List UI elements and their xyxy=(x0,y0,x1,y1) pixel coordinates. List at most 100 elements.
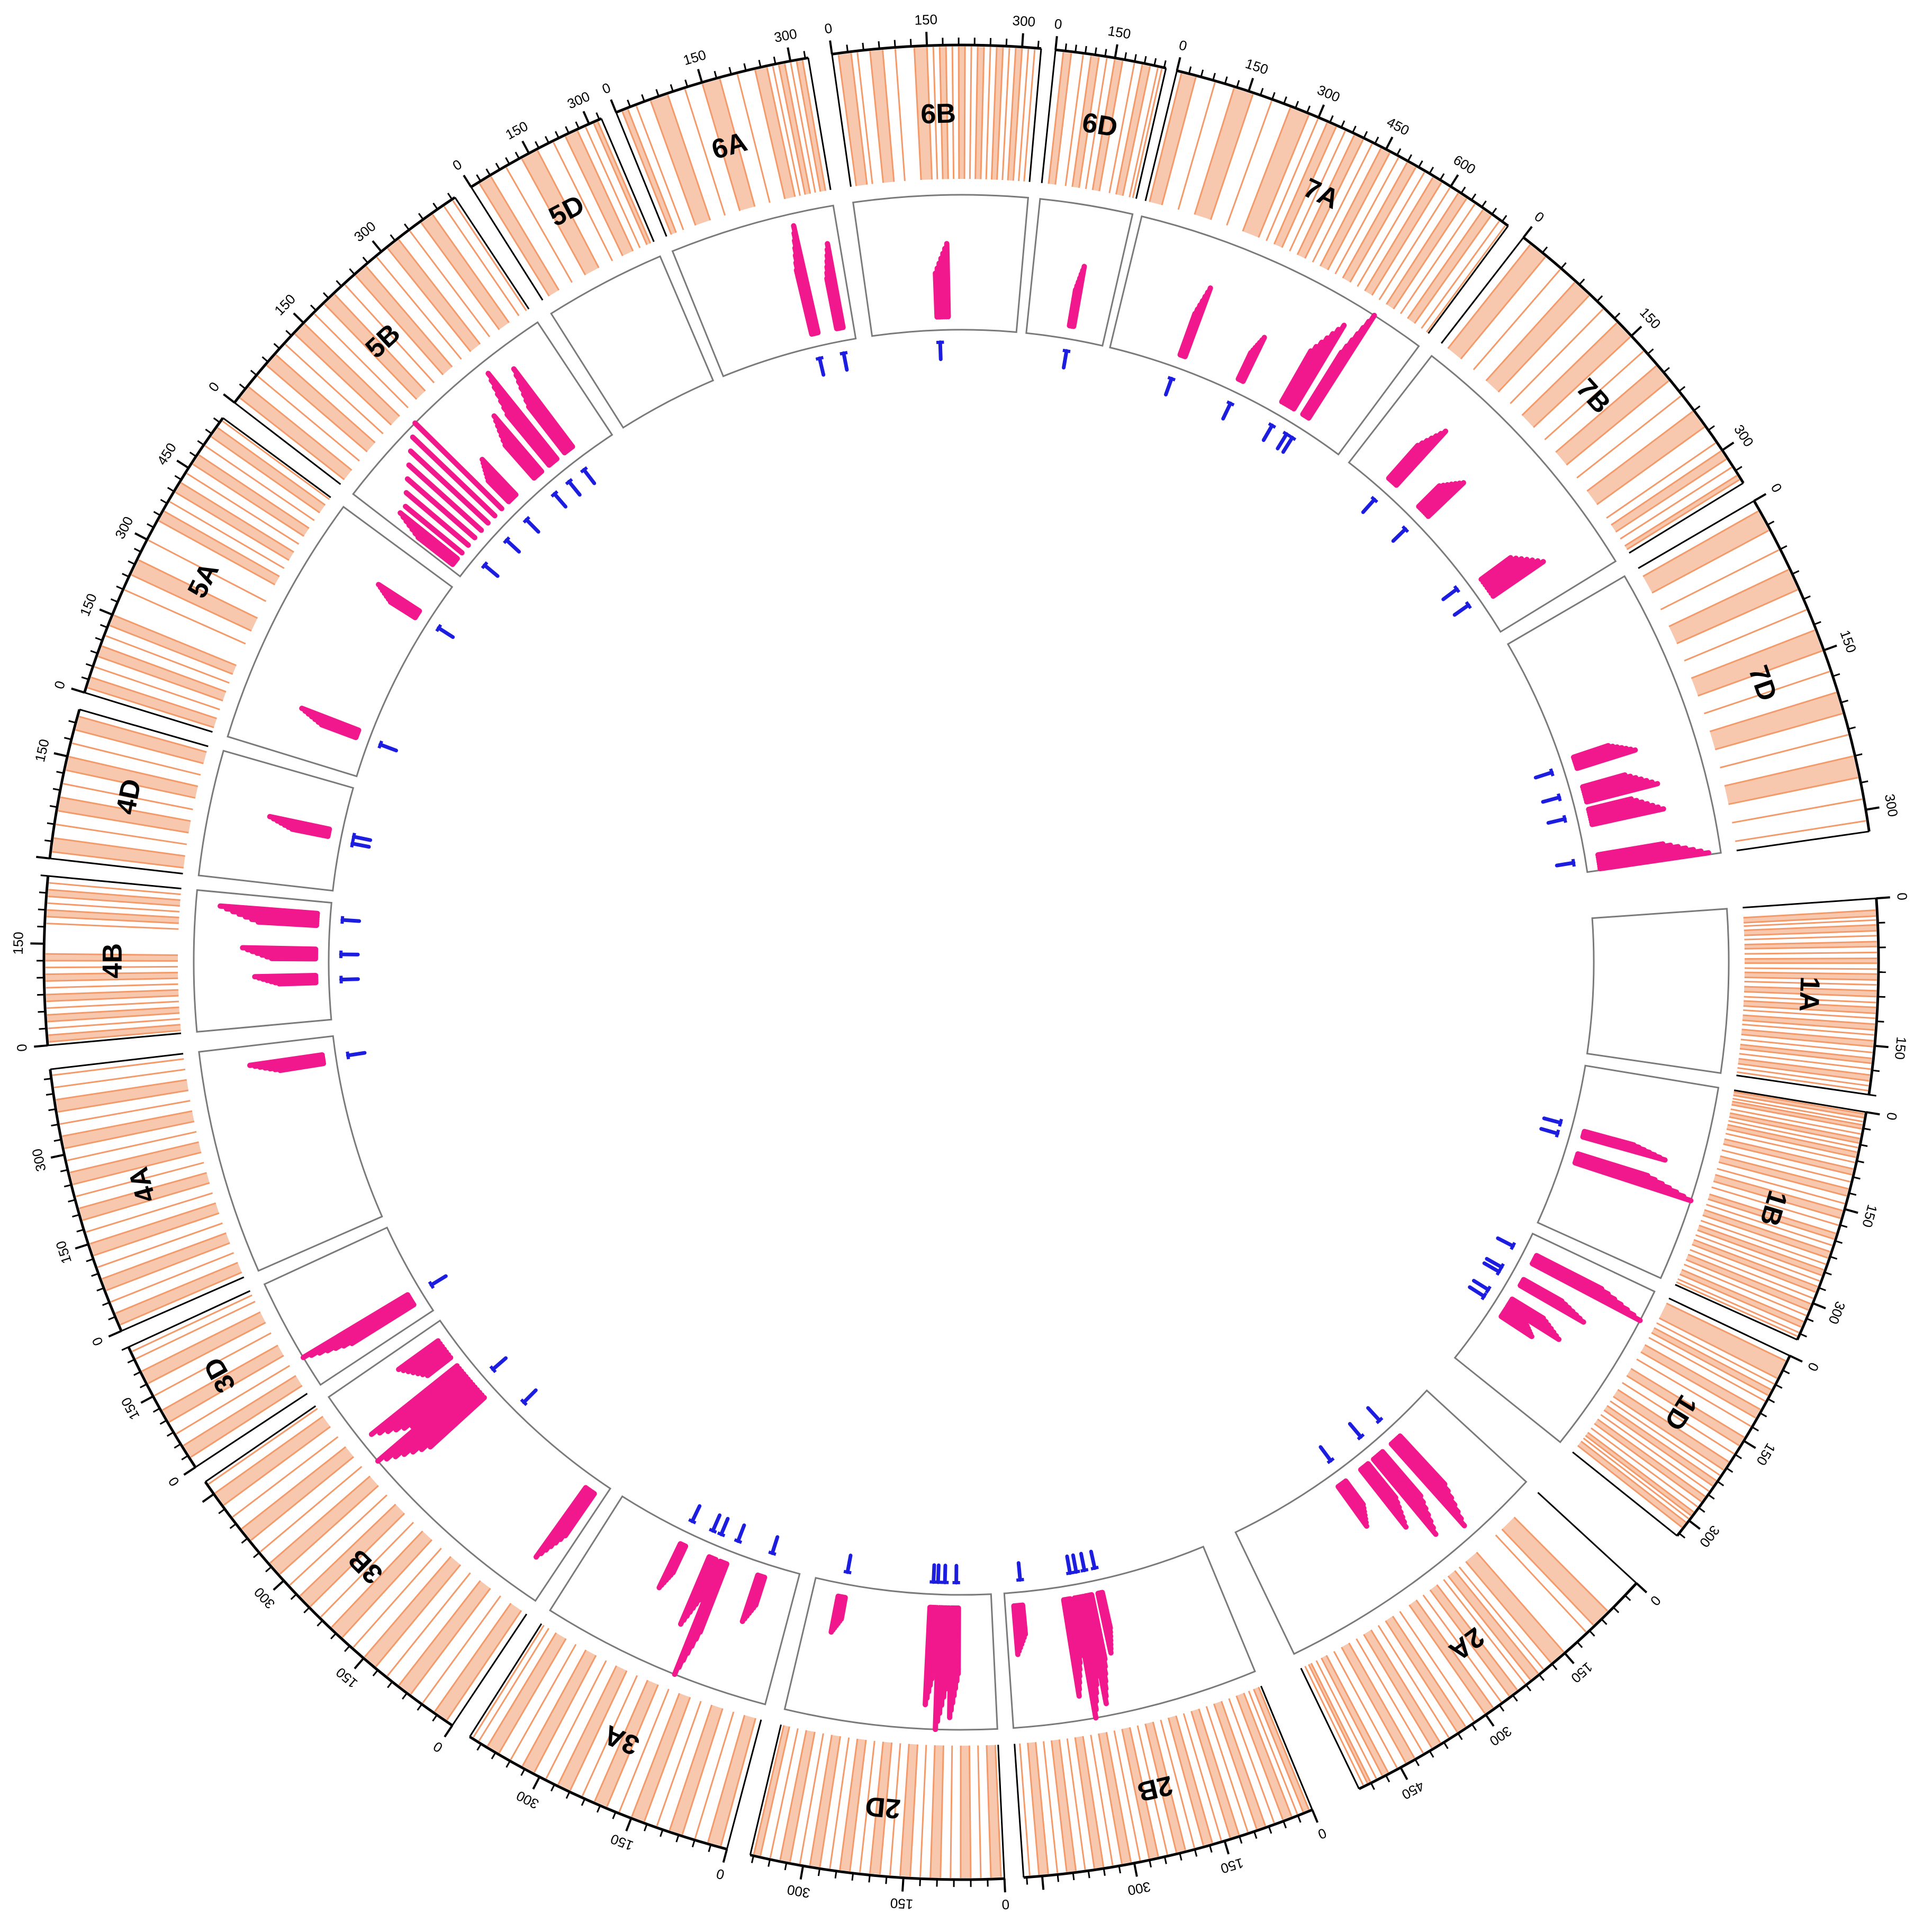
tick-7B-50 xyxy=(1560,262,1567,269)
density-line-3A-21 xyxy=(473,1624,545,1738)
density-line-5B-14 xyxy=(376,257,462,360)
tick-5A-50 xyxy=(85,663,94,667)
density-line-3B-3 xyxy=(410,1587,491,1695)
tick-2B-250 xyxy=(1163,1856,1167,1864)
tick-6A-325 xyxy=(803,51,806,59)
density-line-5A-5 xyxy=(105,635,230,684)
density-line-5D-3 xyxy=(521,158,586,276)
tick-3D-200 xyxy=(133,1371,141,1376)
density-line-7D-2 xyxy=(1660,549,1780,610)
tick-2D-225 xyxy=(851,1873,854,1881)
segment-6B-0-6 xyxy=(944,241,951,320)
tick-3B-425 xyxy=(218,1508,225,1514)
tick-4A-225 xyxy=(68,1199,76,1203)
track-edge-3B-1 xyxy=(204,1405,317,1483)
tick-label-5D-1: 150 xyxy=(503,118,530,143)
density-band-7A-3 xyxy=(1194,88,1253,220)
density-band-7B-0 xyxy=(1448,245,1546,359)
density-band-1A-18 xyxy=(1743,1001,1876,1014)
density-band-4A-6 xyxy=(89,1203,219,1256)
panel-7D xyxy=(1506,575,1722,873)
tick-5A-100 xyxy=(95,637,103,642)
marker-cap-1D-2 xyxy=(1495,1267,1503,1276)
marker-1B-1 xyxy=(1539,1127,1559,1135)
marker-2A-0 xyxy=(1366,1406,1382,1423)
density-line-3B-6 xyxy=(375,1564,462,1667)
density-band-6B-21 xyxy=(1008,48,1022,181)
marker-1D-4 xyxy=(1468,1285,1486,1298)
tick-3A-250 xyxy=(565,1791,571,1799)
tick-label-6D-1: 150 xyxy=(1107,23,1132,42)
density-line-7B-4 xyxy=(1497,295,1590,393)
tick-7A-675 xyxy=(1481,200,1487,208)
density-band-1D-24 xyxy=(1577,1441,1686,1528)
density-line-1A-28 xyxy=(1739,1048,1872,1064)
track-edge-6B-1 xyxy=(1028,48,1042,182)
segment-1B-1-6 xyxy=(1572,1160,1694,1204)
tick-7A-0 xyxy=(1176,57,1181,71)
tick-6A-200 xyxy=(728,67,732,75)
density-band-1B-12 xyxy=(1723,1139,1854,1175)
tick-label-7D-0: 0 xyxy=(1768,481,1785,495)
tick-5D-175 xyxy=(535,141,540,149)
tick-7A-275 xyxy=(1306,105,1311,113)
chromosome-label-6D: 6D xyxy=(1080,107,1120,143)
density-line-5B-10 xyxy=(334,294,426,392)
tick-2A-125 xyxy=(1576,1641,1583,1648)
density-line-6A-14 xyxy=(790,62,816,193)
density-band-5B-6 xyxy=(295,324,400,425)
density-line-5B-8 xyxy=(314,313,409,409)
density-band-2A-3 xyxy=(1466,1552,1564,1663)
tick-2A-200 xyxy=(1538,1674,1545,1681)
marker-cap-5B-5 xyxy=(580,466,588,474)
tick-7A-125 xyxy=(1236,80,1240,88)
segment-1D-0-6 xyxy=(1530,1261,1643,1323)
track-edge-1A-1 xyxy=(1736,1075,1870,1096)
density-band-1D-6 xyxy=(1640,1344,1761,1418)
density-band-5A-18 xyxy=(193,455,309,536)
density-band-6D-6 xyxy=(1093,59,1123,192)
tick-5A-0 xyxy=(71,687,85,694)
marker-3B-0 xyxy=(522,1388,538,1404)
tick-label-5A-0: 0 xyxy=(51,679,68,691)
tick-2B-225 xyxy=(1179,1853,1182,1861)
marker-cap-1D-3 xyxy=(1485,1285,1492,1294)
segment-2A-2-6 xyxy=(1358,1467,1409,1530)
density-line-4D-5 xyxy=(62,783,193,810)
density-line-6B-5 xyxy=(894,49,906,181)
density-line-5A-8 xyxy=(124,589,246,645)
tick-5A-325 xyxy=(147,523,154,528)
tick-label-7A-2: 300 xyxy=(1315,82,1342,105)
density-line-3D-8 xyxy=(135,1301,256,1360)
tick-7A-325 xyxy=(1329,115,1334,123)
density-band-3B-18 xyxy=(241,1447,354,1540)
density-line-3B-9 xyxy=(341,1539,432,1638)
tick-7A-550 xyxy=(1429,166,1434,174)
density-line-3A-16 xyxy=(521,1649,587,1767)
density-line-1A-14 xyxy=(1744,980,1877,986)
density-line-7A-2 xyxy=(1177,82,1216,210)
density-line-7A-21 xyxy=(1364,177,1434,292)
segment-5B-5-6 xyxy=(511,366,575,449)
segment-5A-0-6 xyxy=(299,706,362,733)
tick-7D-100 xyxy=(1803,595,1811,600)
tick-6D-200 xyxy=(1134,54,1137,62)
density-band-3B-9 xyxy=(331,1531,432,1638)
tick-label-7B-0: 0 xyxy=(1531,209,1547,226)
density-line-1A-0 xyxy=(1743,909,1876,919)
density-line-2D-15 xyxy=(849,1739,867,1872)
density-band-2D-24 xyxy=(754,1725,790,1856)
segment-5B-1-0 xyxy=(402,503,465,556)
marker-cap-7A-4 xyxy=(1288,434,1297,441)
tick-6B-325 xyxy=(1037,41,1040,49)
tick-3B-325 xyxy=(265,1566,272,1573)
tick-4A-175 xyxy=(76,1229,84,1233)
tick-7A-225 xyxy=(1283,96,1287,104)
segment-3B-1-5 xyxy=(384,1382,476,1462)
density-line-7B-6 xyxy=(1521,322,1618,416)
density-band-7A-9 xyxy=(1274,123,1337,248)
segment-5B-1-3 xyxy=(406,462,484,533)
tick-4A-400 xyxy=(46,1093,54,1096)
density-band-3A-0 xyxy=(708,1715,756,1846)
segment-5B-3-6 xyxy=(491,413,545,474)
